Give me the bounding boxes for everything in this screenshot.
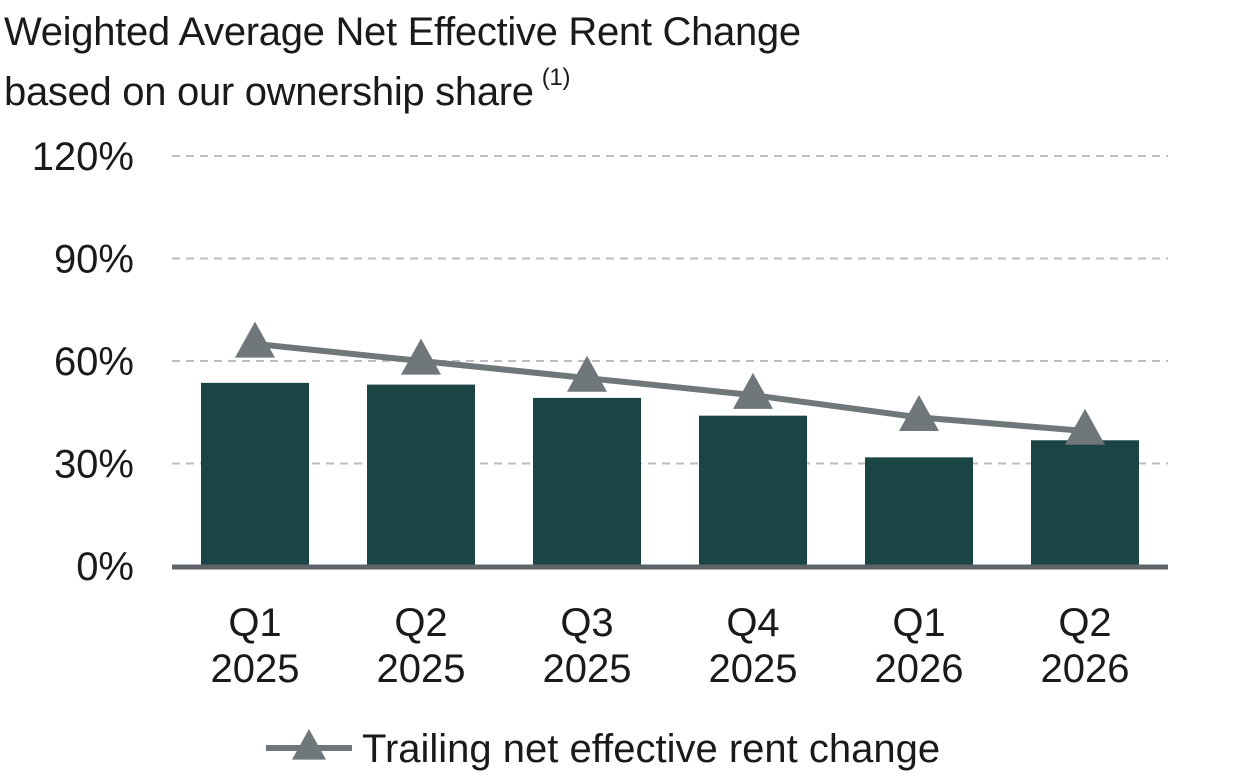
x-tick-label-year: 2025 (377, 647, 466, 691)
x-tick-label-quarter: Q2 (394, 601, 447, 645)
y-tick-label: 0% (76, 545, 134, 589)
x-tick-label-quarter: Q2 (1058, 601, 1111, 645)
x-tick-label-year: 2026 (875, 647, 964, 691)
bar (699, 415, 807, 566)
bar (367, 384, 475, 566)
legend-label: Trailing net effective rent change (362, 727, 940, 771)
x-tick-label-year: 2025 (211, 647, 300, 691)
chart-title: Weighted Average Net Effective Rent Chan… (4, 2, 801, 128)
y-tick-label: 60% (54, 340, 134, 384)
x-tick-label-year: 2026 (1041, 647, 1130, 691)
footnote-marker: (1) (541, 64, 571, 91)
bar (533, 397, 641, 566)
x-tick-label-quarter: Q4 (726, 601, 779, 645)
bar (1031, 440, 1139, 566)
x-tick-label-quarter: Q1 (228, 601, 281, 645)
trend-marker-triangle (733, 372, 773, 409)
y-tick-label: 30% (54, 443, 134, 487)
x-tick-label-quarter: Q1 (892, 601, 945, 645)
x-tick-label-year: 2025 (709, 647, 798, 691)
chart-title-line2: based on our ownership share (1) (4, 62, 801, 128)
bar (201, 382, 309, 566)
y-tick-label: 90% (54, 238, 134, 282)
trend-marker-triangle (899, 395, 939, 432)
x-tick-label-year: 2025 (543, 647, 632, 691)
y-tick-label: 120% (32, 135, 134, 179)
trend-line (254, 340, 1086, 435)
legend-triangle-icon (292, 729, 326, 760)
trend-marker-triangle (401, 338, 441, 375)
bar (865, 457, 973, 566)
trend-marker-triangle (1065, 408, 1105, 445)
x-tick-label-quarter: Q3 (560, 601, 613, 645)
trend-marker-triangle (235, 321, 275, 358)
trend-marker-triangle (567, 355, 607, 392)
chart-title-line2-text: based on our ownership share (4, 70, 534, 114)
chart-title-line1: Weighted Average Net Effective Rent Chan… (4, 10, 801, 54)
